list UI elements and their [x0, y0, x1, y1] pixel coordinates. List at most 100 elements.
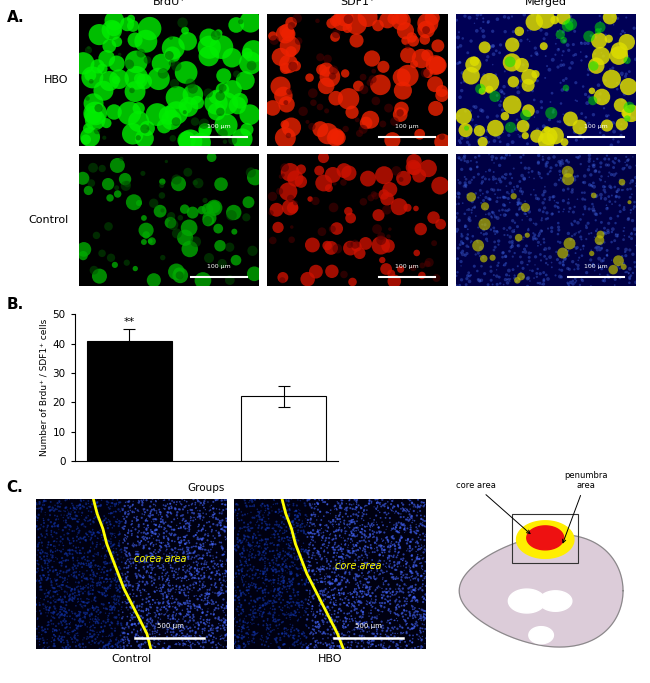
Point: [177, 628, 188, 639]
Point: [121, 546, 131, 557]
Point: [78, 558, 88, 569]
Point: [88, 163, 98, 173]
Point: [460, 11, 470, 22]
Point: [171, 555, 181, 566]
Point: [610, 274, 620, 285]
Point: [293, 614, 304, 625]
Point: [68, 535, 79, 546]
Point: [284, 508, 294, 519]
Point: [416, 613, 426, 624]
Point: [236, 590, 246, 601]
Point: [153, 74, 164, 85]
Point: [33, 503, 44, 514]
Point: [367, 518, 377, 529]
Point: [310, 585, 320, 596]
Point: [458, 246, 468, 257]
Point: [180, 523, 190, 534]
Point: [38, 643, 49, 654]
Point: [324, 578, 335, 589]
Point: [149, 516, 159, 527]
Point: [231, 587, 242, 598]
Point: [179, 545, 189, 556]
Point: [547, 262, 557, 273]
Point: [215, 520, 226, 531]
Point: [314, 165, 324, 176]
Point: [130, 612, 140, 623]
Point: [596, 47, 606, 58]
Point: [171, 563, 181, 574]
Point: [279, 582, 289, 593]
Point: [333, 603, 344, 614]
Point: [329, 616, 339, 627]
Point: [360, 531, 370, 542]
Point: [218, 600, 228, 611]
Point: [340, 540, 350, 550]
Point: [523, 167, 534, 178]
Point: [89, 629, 99, 640]
Point: [478, 137, 488, 148]
Point: [116, 552, 126, 563]
Point: [392, 600, 402, 611]
Point: [111, 516, 121, 527]
Point: [79, 568, 90, 579]
Point: [200, 555, 211, 566]
Point: [220, 635, 230, 646]
Point: [484, 165, 495, 176]
Point: [192, 533, 203, 544]
Point: [322, 128, 333, 139]
Point: [168, 580, 178, 591]
Point: [237, 537, 248, 548]
Point: [301, 603, 311, 614]
Point: [389, 574, 399, 585]
Point: [41, 627, 51, 638]
Point: [135, 625, 146, 636]
Point: [46, 592, 56, 603]
Point: [457, 68, 467, 79]
Point: [113, 584, 124, 595]
Point: [75, 613, 86, 624]
Point: [523, 223, 534, 234]
Point: [368, 529, 378, 540]
Point: [270, 507, 281, 518]
Point: [49, 505, 59, 516]
Point: [164, 641, 174, 652]
Point: [235, 96, 245, 107]
Point: [180, 538, 190, 549]
Point: [112, 36, 122, 47]
Point: [403, 583, 413, 594]
Point: [203, 545, 214, 556]
Point: [93, 563, 103, 574]
Point: [39, 515, 49, 526]
Point: [257, 499, 267, 510]
Point: [98, 516, 109, 527]
Point: [213, 223, 224, 234]
Point: [124, 497, 134, 507]
Point: [527, 166, 538, 177]
Point: [261, 503, 271, 514]
Point: [198, 524, 208, 535]
Point: [612, 39, 622, 50]
Point: [556, 98, 566, 109]
Point: [343, 542, 353, 553]
Point: [81, 535, 91, 546]
Point: [370, 596, 380, 607]
Point: [162, 596, 173, 607]
Point: [208, 628, 218, 639]
Point: [192, 565, 202, 576]
Point: [258, 554, 268, 565]
Point: [272, 498, 283, 509]
Point: [253, 541, 263, 552]
Point: [88, 566, 99, 577]
Point: [476, 227, 486, 238]
Point: [88, 524, 98, 535]
Point: [86, 506, 97, 517]
Point: [162, 507, 173, 518]
Point: [363, 560, 373, 571]
Point: [188, 572, 198, 583]
Point: [384, 586, 394, 597]
Point: [352, 570, 362, 581]
Point: [306, 537, 316, 548]
Point: [150, 525, 160, 536]
Point: [385, 550, 395, 561]
Point: [123, 635, 133, 646]
